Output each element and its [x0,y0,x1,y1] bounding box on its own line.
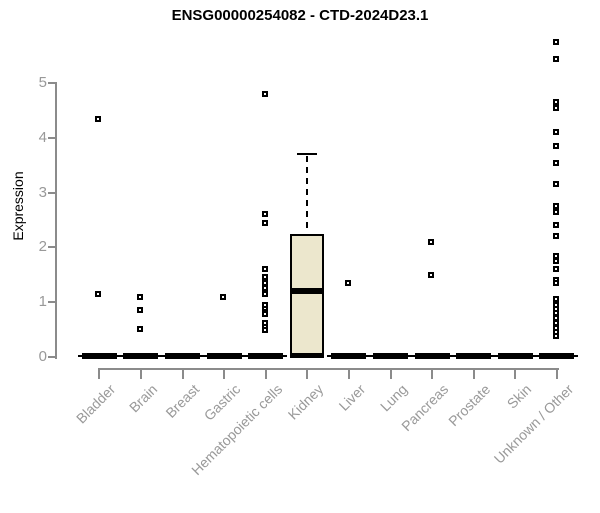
outlier-point [136,293,143,300]
boxplot-box [290,233,325,358]
outlier-point [95,115,102,122]
outlier-point [552,181,559,188]
outlier-point [552,208,559,215]
x-tick [555,370,558,379]
outlier-point [552,159,559,166]
zero-box-median [456,352,492,359]
outlier-point [552,203,559,210]
y-tick [48,191,55,194]
y-tick-label: 5 [38,74,47,92]
x-tick [223,370,226,379]
zero-box-median [331,352,367,359]
y-tick-label: 0 [38,347,47,365]
zero-box-median [539,352,575,359]
boxplot-whisker [306,156,309,233]
y-tick [48,82,55,85]
outlier-point [552,266,559,273]
y-tick [48,355,55,358]
outlier-point [552,333,559,340]
outlier-point [261,274,268,281]
outlier-point [261,91,268,98]
outlier-point [552,129,559,136]
outlier-point [552,309,559,316]
outlier-point [220,293,227,300]
outlier-point [552,296,559,303]
outlier-point [552,143,559,150]
outlier-point [552,39,559,46]
outlier-point [552,252,559,259]
zero-box-median [165,352,200,359]
outlier-point [552,257,559,264]
x-tick [514,370,517,379]
x-tick [472,370,475,379]
y-tick [48,136,55,139]
x-tick [264,370,267,379]
x-tick [181,370,184,379]
zero-box-median [373,352,408,359]
y-tick-label: 4 [38,128,47,146]
outlier-point [552,222,559,229]
boxplot-median [290,288,325,295]
boxplot-whisker-cap [297,153,318,156]
outlier-point [428,271,435,278]
outlier-point [136,326,143,333]
outlier-point [136,307,143,314]
x-tick [431,370,434,379]
zero-box-median [81,352,117,359]
x-tick [98,370,101,379]
zero-box-median [206,352,242,359]
outlier-point [95,290,102,297]
y-tick-label: 3 [38,183,47,201]
outlier-point [552,233,559,240]
y-tick [48,301,55,303]
zero-box-median [414,352,450,359]
outlier-point [261,327,268,334]
x-axis-line [98,368,559,370]
x-tick [139,370,142,379]
x-tick [347,370,350,379]
chart-title: ENSG00000254082 - CTD-2024D23.1 [171,7,429,24]
zero-box-median [248,352,284,359]
outlier-point [552,55,559,62]
x-tick [306,370,309,379]
outlier-point [428,238,435,245]
y-axis-line [55,82,57,359]
outlier-point [261,311,268,318]
outlier-point [552,279,559,286]
outlier-point [261,279,268,286]
zero-box-median [497,352,533,359]
y-tick [48,246,55,249]
outlier-point [261,266,268,273]
outlier-point [552,99,559,106]
outlier-point [261,211,268,218]
outlier-point [261,285,268,292]
expression-boxplot-chart: ENSG00000254082 - CTD-2024D23.1 Expressi… [10,7,579,478]
outlier-point [344,279,351,286]
outlier-point [552,104,559,111]
outlier-point [261,219,268,226]
zero-box-median [123,352,159,359]
x-tick [389,370,392,379]
y-tick-label: 2 [38,238,47,256]
y-tick-label: 1 [38,293,47,310]
outlier-point [261,290,268,297]
